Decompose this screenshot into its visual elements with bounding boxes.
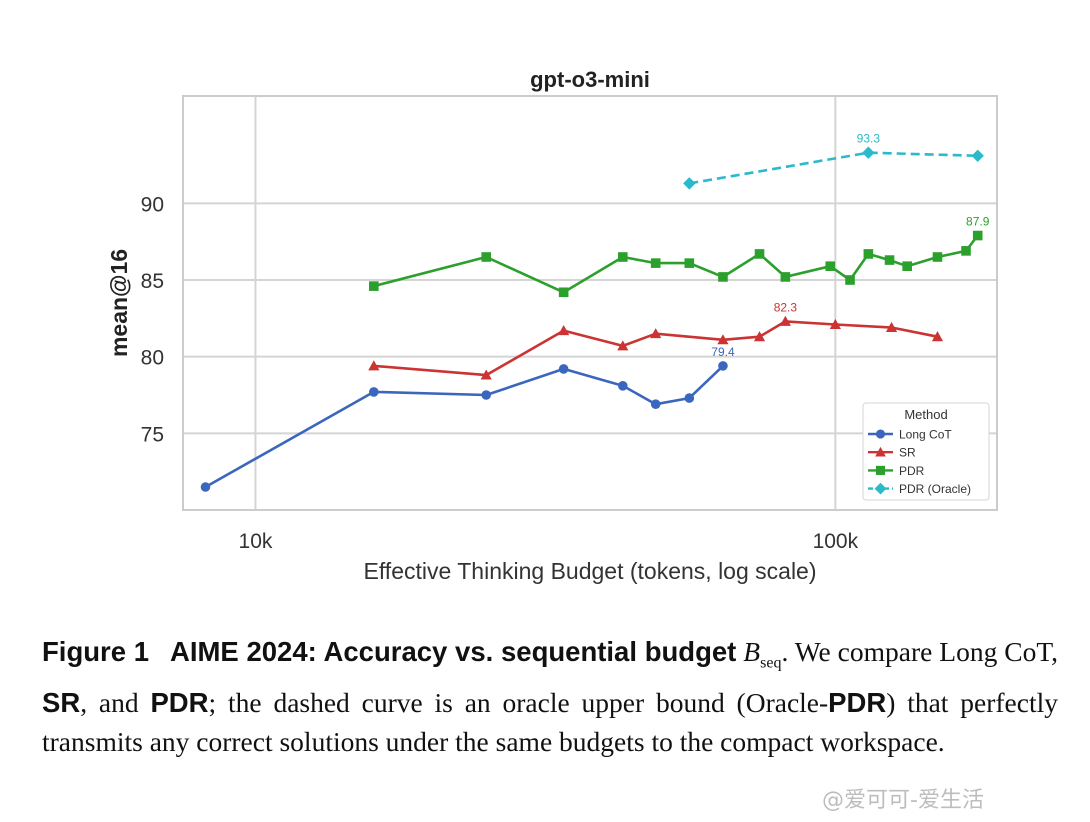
caption-pdr-1: PDR [150, 686, 209, 718]
data-point-sr [931, 331, 944, 342]
data-point-sr [885, 321, 898, 333]
data-point-sr [368, 360, 380, 371]
data-point-pdr [863, 249, 874, 259]
data-point-pdr-oracle [683, 177, 696, 190]
data-point-sr [617, 340, 629, 351]
data-label-pdr: 87.9 [966, 215, 990, 229]
series-line-long-cot [204, 364, 724, 489]
data-point-long-cot [481, 390, 492, 400]
caption-pdr-2: PDR [828, 686, 887, 718]
series-pdr: 87.9 [369, 215, 990, 298]
series-sr: 82.3 [368, 300, 944, 380]
y-axis-label: mean@16 [106, 249, 132, 357]
chart: gpt-o3-mini 75 80 85 90 10k 100k mean@16 Eff… [106, 67, 998, 584]
caption-text-1: . We compare Long CoT, [781, 636, 1059, 667]
grid-lines [183, 96, 997, 510]
data-point-pdr [369, 281, 379, 291]
x-tick-labels: 10k 100k [239, 530, 859, 553]
data-point-long-cot [718, 361, 728, 371]
y-tick-label: 75 [141, 423, 164, 446]
data-point-long-cot [558, 364, 569, 374]
data-point-pdr [754, 249, 765, 259]
data-point-pdr [481, 252, 492, 262]
x-tick-label: 100k [813, 530, 859, 553]
data-point-sr [779, 315, 791, 326]
legend-label-pdr: PDR [899, 464, 925, 478]
data-point-sr [480, 369, 492, 380]
budget-symbol: B [743, 636, 761, 667]
y-tick-labels: 75 80 85 90 [141, 193, 164, 446]
legend-label-pdr-oracle: PDR (Oracle) [899, 482, 971, 496]
y-tick-label: 80 [141, 347, 164, 370]
data-point-pdr [884, 255, 895, 265]
legend-items: Long CoT SR PDR PDR (Oracle) [868, 428, 971, 496]
legend-label-sr: SR [899, 446, 916, 460]
legend-marker-pdr [875, 465, 886, 475]
caption-sr: SR [42, 686, 81, 718]
legend: Method Long CoT SR PDR PDR (Oracle) [862, 402, 990, 501]
data-point-long-cot [684, 393, 695, 403]
data-point-pdr [684, 258, 695, 268]
data-point-pdr [825, 261, 836, 271]
data-point-sr [558, 325, 570, 336]
data-point-pdr [972, 230, 983, 241]
data-point-long-cot [200, 482, 211, 492]
legend-marker-pdr-oracle [874, 482, 887, 495]
caption-text-4: ) that perfectly transmits any correct s… [42, 686, 1058, 757]
data-point-sr [829, 318, 841, 329]
data-point-sr [650, 328, 662, 339]
legend-label-long-cot: Long CoT [899, 428, 952, 442]
legend-marker-sr [875, 446, 886, 457]
plot-background [183, 96, 997, 510]
data-point-pdr [617, 252, 628, 262]
data-point-pdr [902, 261, 912, 271]
legend-marker-long-cot [875, 429, 886, 439]
data-point-pdr-oracle [862, 146, 875, 159]
figure-caption: Figure 1 AIME 2024: Accuracy vs. sequent… [42, 632, 1058, 761]
watermark: @爱可可-爱生活 [822, 788, 984, 813]
data-point-long-cot [650, 399, 661, 410]
data-point-pdr [558, 287, 569, 298]
x-axis-label: Effective Thinking Budget (tokens, log s… [363, 558, 816, 584]
data-point-pdr-oracle [971, 149, 984, 162]
x-tick-label: 10k [239, 530, 273, 553]
data-point-pdr [780, 272, 791, 282]
data-label-sr: 82.3 [774, 300, 798, 314]
data-point-pdr [845, 275, 855, 285]
series-line-pdr-oracle [689, 151, 978, 185]
caption-heading: AIME 2024: Accuracy vs. sequential budge… [170, 636, 737, 667]
data-point-pdr [650, 258, 661, 268]
caption-text-2: , and [80, 686, 139, 718]
y-tick-label: 85 [141, 270, 164, 293]
series-long-cot: 79.4 [200, 345, 735, 492]
budget-subscript: seq [760, 654, 782, 672]
legend-title: Method [904, 407, 947, 422]
chart-title: gpt-o3-mini [530, 67, 650, 92]
data-label-long-cot: 79.4 [711, 345, 735, 359]
plot-frame [182, 95, 998, 511]
series-pdr-oracle: 93.3 [683, 132, 984, 190]
data-point-sr [753, 331, 766, 342]
y-tick-label: 90 [141, 193, 164, 216]
data-point-sr [717, 334, 729, 345]
caption-text-3: ; the dashed curve is an oracle upper bo… [208, 686, 829, 718]
data-point-pdr [718, 272, 728, 282]
figure-label: Figure 1 [42, 636, 150, 667]
data-point-long-cot [369, 387, 379, 397]
data-point-pdr [932, 252, 943, 262]
series-group: 79.4 82.3 87.9 93.3 [200, 132, 990, 492]
data-point-pdr [961, 246, 971, 256]
data-point-long-cot [617, 381, 628, 391]
data-label-pdr-oracle: 93.3 [857, 132, 881, 146]
legend-box [862, 402, 990, 501]
